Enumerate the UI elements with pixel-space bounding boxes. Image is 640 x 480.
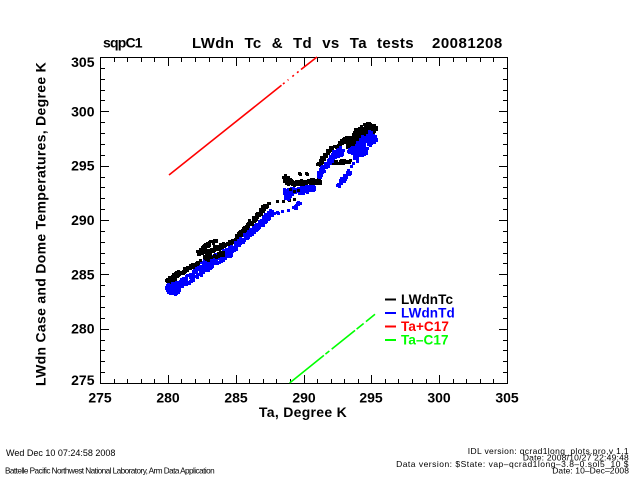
- svg-text:sqpC1: sqpC1: [103, 35, 143, 51]
- svg-text:305: 305: [495, 390, 519, 406]
- svg-text:280: 280: [71, 321, 95, 337]
- svg-text:Wed Dec 10 07:24:58 2008: Wed Dec 10 07:24:58 2008: [6, 448, 115, 458]
- svg-text:LWdn Tc & Td vs Ta tests: LWdn Tc & Td vs Ta tests: [192, 35, 414, 52]
- svg-text:285: 285: [224, 390, 248, 406]
- svg-text:275: 275: [71, 372, 95, 388]
- svg-text:285: 285: [71, 266, 95, 282]
- svg-text:290: 290: [71, 212, 95, 228]
- svg-text:Ta–C17: Ta–C17: [401, 333, 449, 348]
- svg-text:290: 290: [292, 390, 316, 406]
- svg-text:Date: 10–Dec–2008: Date: 10–Dec–2008: [552, 466, 629, 476]
- svg-text:300: 300: [427, 390, 451, 406]
- svg-text:LWdn Case and Dome Temperature: LWdn Case and Dome Temperatures, Degree …: [33, 62, 49, 386]
- svg-text:305: 305: [71, 54, 95, 70]
- svg-text:LWdnTd: LWdnTd: [401, 306, 455, 321]
- svg-text:IDL version: qcrad1long_plots.: IDL version: qcrad1long_plots.pro,v 1.1: [468, 446, 629, 456]
- svg-text:LWdnTc: LWdnTc: [401, 292, 453, 307]
- svg-text:295: 295: [71, 158, 95, 174]
- svg-text:20081208: 20081208: [432, 35, 503, 52]
- svg-text:275: 275: [88, 390, 112, 406]
- svg-text:Battelle Pacific Northwest Nat: Battelle Pacific Northwest National Labo…: [5, 467, 215, 476]
- svg-text:300: 300: [71, 103, 95, 119]
- svg-text:Data version: $State: vap–qcra: Data version: $State: vap–qcrad1long–3.8…: [396, 459, 629, 469]
- svg-text:295: 295: [359, 390, 383, 406]
- svg-text:Ta, Degree K: Ta, Degree K: [259, 404, 347, 420]
- svg-text:280: 280: [156, 390, 180, 406]
- svg-text:Ta+C17: Ta+C17: [401, 319, 449, 334]
- svg-text:Date: 2008/10/27 22:49:48: Date: 2008/10/27 22:49:48: [523, 453, 629, 463]
